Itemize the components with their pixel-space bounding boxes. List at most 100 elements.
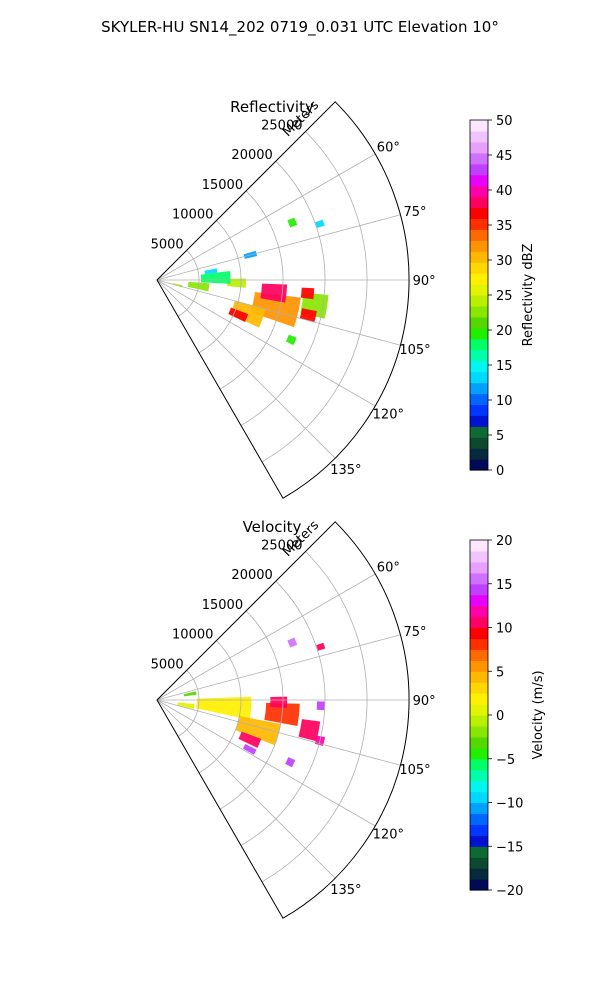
reflectivity-colorbar-swatch	[470, 120, 488, 132]
reflectivity-echo-region	[228, 307, 249, 322]
velocity-colorbar-swatch	[470, 594, 488, 607]
reflectivity-colorbar-tick-label: 20	[496, 324, 513, 339]
reflectivity-colorbar-swatch	[470, 316, 488, 329]
velocity-colorbar-swatch	[470, 605, 488, 618]
velocity-panel: Velocity 500010000150002000025000Meters6…	[151, 518, 546, 919]
velocity-colorbar-swatch	[470, 627, 488, 640]
velocity-azimuth-tick-label: 105°	[399, 763, 430, 778]
reflectivity-radial-gridline	[156, 214, 401, 281]
reflectivity-colorbar-swatch	[470, 404, 488, 416]
reflectivity-colorbar-swatch	[470, 371, 488, 384]
reflectivity-colorbar-swatch	[470, 262, 488, 274]
reflectivity-azimuth-tick-label: 105°	[399, 343, 430, 358]
velocity-radial-gridline	[156, 699, 376, 827]
reflectivity-echo-region	[250, 292, 301, 328]
reflectivity-sector-outline	[156, 101, 410, 499]
reflectivity-colorbar-swatch	[470, 284, 488, 296]
velocity-colorbar-swatch	[470, 693, 488, 705]
velocity-colorbar-swatch	[470, 572, 488, 585]
reflectivity-colorbar-swatch	[470, 251, 488, 263]
velocity-colorbar: Velocity (m/s) −20 −15 −10 −5 0 5 10 15 20	[469, 534, 546, 899]
velocity-colorbar-swatch	[470, 846, 488, 858]
velocity-colorbar-tick-label: 0	[496, 709, 504, 724]
reflectivity-colorbar-tick-label: 5	[496, 429, 504, 444]
reflectivity-colorbar-tick-label: 10	[496, 394, 513, 409]
velocity-colorbar-swatch	[470, 682, 488, 694]
velocity-range-tick-label: 10000	[172, 628, 213, 643]
reflectivity-azimuth-tick-label: 60°	[377, 140, 400, 155]
reflectivity-colorbar-tick-label: 45	[496, 149, 513, 164]
velocity-range-tick-label: 15000	[202, 598, 243, 613]
velocity-range-tick-label: 25000	[261, 539, 302, 554]
velocity-radial-gridline	[156, 634, 401, 701]
velocity-range-tick-label: 20000	[231, 568, 272, 583]
reflectivity-colorbar-swatch	[470, 415, 488, 427]
reflectivity-colorbar-tick-label: 15	[496, 359, 513, 374]
velocity-echo-region	[235, 716, 281, 746]
reflectivity-colorbar-tick-label: 50	[496, 114, 513, 129]
reflectivity-range-tick-label: 10000	[172, 208, 213, 223]
velocity-colorbar-tick-label: 15	[496, 578, 513, 593]
velocity-colorbar-swatch	[470, 550, 488, 563]
velocity-echo-region	[316, 701, 325, 711]
velocity-range-ring	[219, 610, 284, 810]
reflectivity-colorbar-label: Reflectivity dBZ	[521, 244, 536, 347]
reflectivity-colorbar-tick-label: 30	[496, 254, 513, 269]
velocity-radial-gridline	[156, 573, 376, 701]
reflectivity-colorbar-swatch	[470, 360, 488, 373]
reflectivity-echo-region	[285, 334, 297, 346]
velocity-colorbar-tick-label: −10	[496, 797, 523, 812]
velocity-colorbar-swatch	[470, 638, 488, 650]
reflectivity-colorbar-swatch	[470, 448, 488, 460]
reflectivity-colorbar-swatch	[470, 229, 488, 241]
velocity-range-tick-label: 5000	[151, 657, 184, 672]
velocity-colorbar-label: Velocity (m/s)	[531, 670, 546, 759]
velocity-colorbar-swatch	[470, 868, 488, 880]
reflectivity-range-tick-label: 25000	[261, 119, 302, 134]
velocity-colorbar-tick-label: 5	[496, 665, 504, 680]
velocity-colorbar-tick-label: 20	[496, 534, 513, 549]
velocity-radial-gridline	[156, 699, 401, 766]
reflectivity-radial-gridline	[156, 279, 336, 459]
velocity-sector: 500010000150002000025000Meters60°75°90°1…	[151, 518, 436, 919]
reflectivity-colorbar-swatch	[470, 338, 488, 351]
velocity-echo-region	[298, 719, 321, 742]
velocity-colorbar-swatch	[470, 780, 488, 793]
velocity-echo-region	[287, 637, 298, 648]
reflectivity-colorbar-swatch	[470, 349, 488, 362]
velocity-colorbar-swatch	[470, 857, 488, 869]
reflectivity-echo-region	[260, 283, 288, 303]
reflectivity-colorbar-swatch	[470, 207, 488, 220]
reflectivity-range-tick-label: 15000	[202, 178, 243, 193]
reflectivity-range-ring	[219, 190, 284, 390]
velocity-echo-region	[270, 696, 288, 708]
reflectivity-echo-region	[299, 308, 317, 323]
velocity-sector-outline	[156, 521, 410, 919]
reflectivity-radial-gridline	[156, 279, 376, 407]
reflectivity-colorbar-swatch	[470, 174, 488, 187]
reflectivity-colorbar-swatch	[470, 152, 488, 165]
velocity-colorbar-tick-label: 10	[496, 622, 513, 637]
velocity-colorbar-swatch	[470, 540, 488, 552]
velocity-azimuth-tick-label: 75°	[403, 625, 426, 640]
reflectivity-range-tick-label: 20000	[231, 148, 272, 163]
reflectivity-echo-region	[287, 217, 298, 228]
velocity-colorbar-swatch	[470, 758, 488, 771]
velocity-colorbar-swatch	[470, 824, 488, 836]
velocity-radial-gridline	[156, 699, 336, 879]
velocity-azimuth-tick-label: 135°	[330, 883, 361, 898]
velocity-colorbar-swatch	[470, 649, 488, 661]
reflectivity-echo-region	[204, 268, 218, 275]
reflectivity-colorbar-tick-label: 25	[496, 289, 513, 304]
velocity-colorbar-swatch	[470, 616, 488, 629]
velocity-azimuth-tick-label: 60°	[377, 560, 400, 575]
velocity-colorbar-swatch	[470, 704, 488, 716]
velocity-colorbar-swatch	[470, 725, 488, 738]
reflectivity-echo-region	[300, 287, 315, 300]
velocity-colorbar-swatch	[470, 813, 488, 825]
reflectivity-title: Reflectivity	[230, 98, 314, 116]
velocity-colorbar-tick-label: −5	[496, 753, 515, 768]
reflectivity-colorbar: Reflectivity dBZ 0 5 10 15 20 25 30 35 40 45 50	[469, 114, 536, 479]
velocity-azimuth-tick-label: 120°	[373, 828, 404, 843]
velocity-range-ring	[261, 551, 368, 883]
